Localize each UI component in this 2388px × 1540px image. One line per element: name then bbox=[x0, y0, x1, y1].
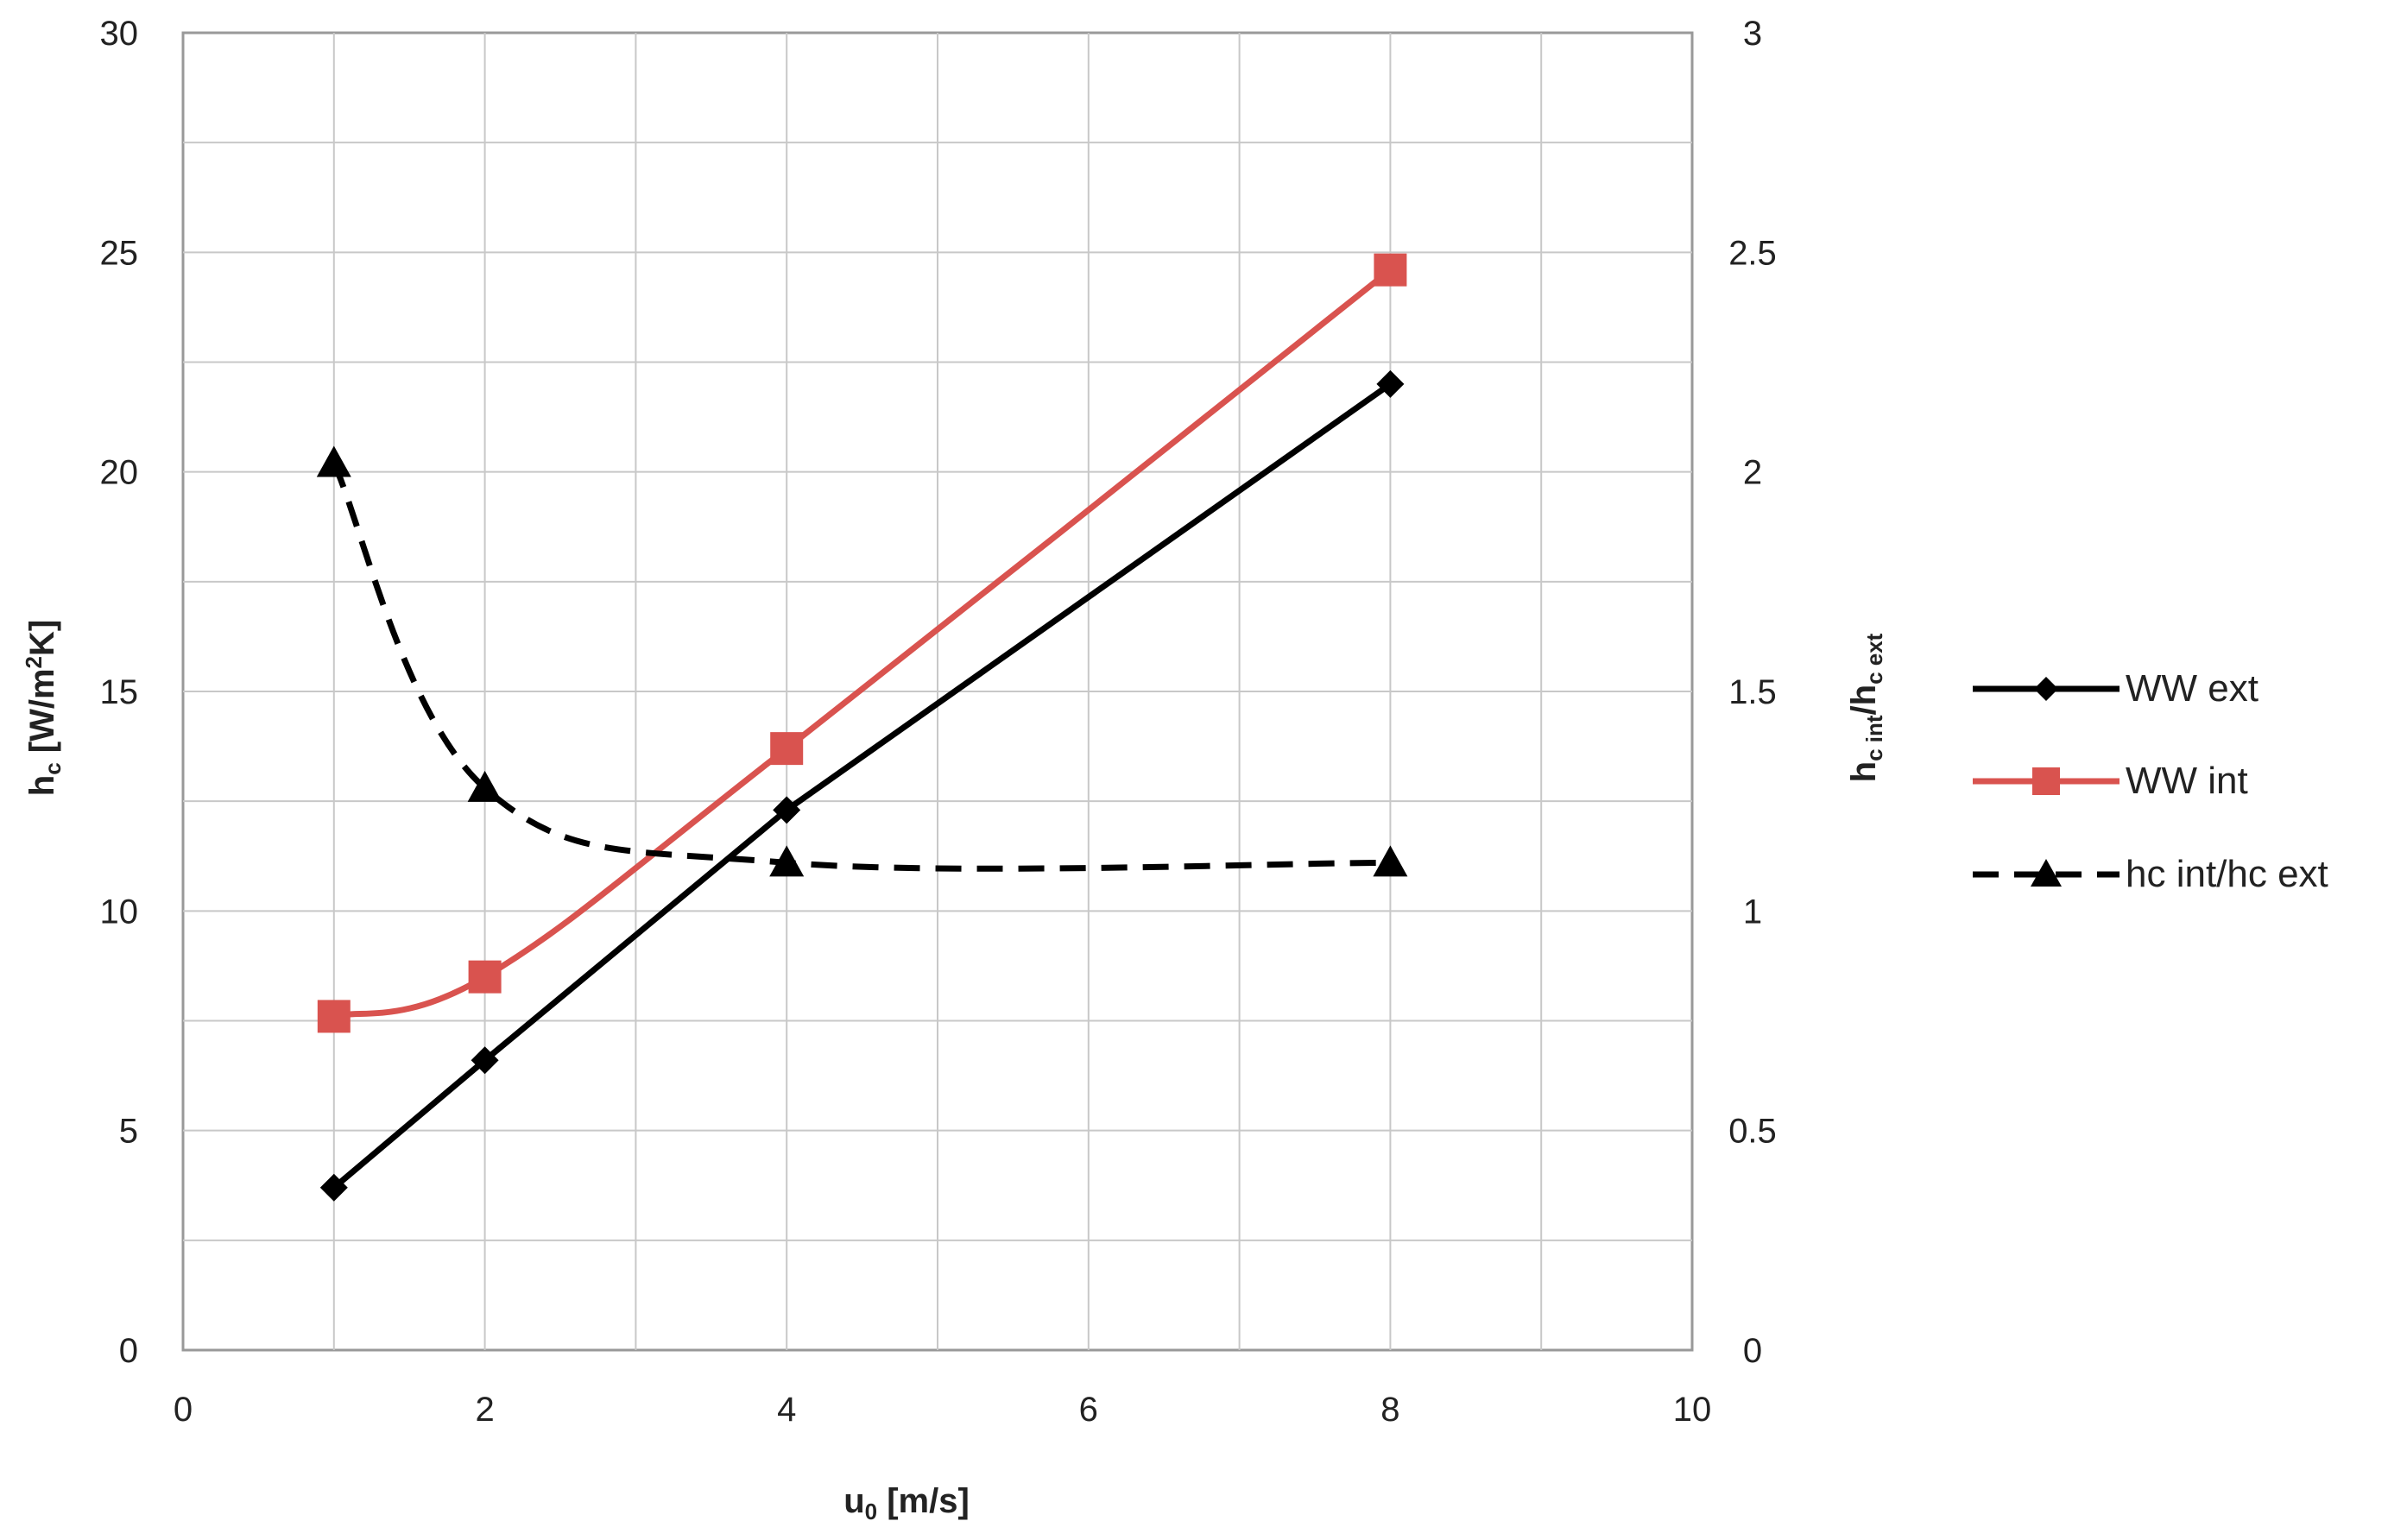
legend-marker-square bbox=[2032, 767, 2060, 795]
y2-tick-label: 1.5 bbox=[1728, 673, 1777, 711]
series-layer bbox=[316, 253, 1408, 1202]
data-point-ww-int bbox=[468, 960, 502, 994]
x-tick-label: 4 bbox=[777, 1391, 796, 1429]
data-point-ww-ext bbox=[471, 1046, 499, 1075]
data-point-hc-int-hc-ext bbox=[467, 770, 502, 802]
data-point-hc-int-hc-ext bbox=[1373, 845, 1408, 877]
y-tick-label: 5 bbox=[119, 1113, 138, 1151]
y-tick-label: 25 bbox=[100, 234, 139, 272]
legend-marker-triangle bbox=[2031, 859, 2062, 887]
y-axis-title-sub: c bbox=[40, 762, 66, 774]
y-axis-title: hc [W/m2K] bbox=[21, 620, 66, 796]
y2-axis-title-mid: /h bbox=[1845, 685, 1883, 716]
x-axis-title-rest: [m/s] bbox=[877, 1482, 970, 1520]
x-axis-title: u0 [m/s] bbox=[843, 1482, 970, 1524]
y-axis-title-main: h bbox=[23, 775, 61, 796]
series-line-hc-int-hc-ext bbox=[331, 462, 1391, 872]
legend-label-ww-ext: WW ext bbox=[2126, 667, 2258, 710]
grid bbox=[181, 31, 1694, 1352]
y2-tick-label: 2 bbox=[1743, 454, 1762, 492]
y-axis-title-rest: K] bbox=[23, 620, 61, 656]
legend: WW ext WW int hc int/hc ext bbox=[1973, 667, 2328, 895]
data-point-ww-int bbox=[1374, 253, 1407, 287]
data-point-ww-ext bbox=[319, 1173, 348, 1202]
y-axis-title-mid: [W/m bbox=[23, 668, 61, 762]
x-tick-label: 8 bbox=[1380, 1391, 1399, 1429]
data-point-ww-int bbox=[770, 732, 804, 766]
x-tick-label: 0 bbox=[174, 1391, 193, 1429]
data-point-ww-int bbox=[317, 1000, 351, 1033]
y-tick-label: 10 bbox=[100, 893, 139, 931]
x-axis-title-sub: 0 bbox=[865, 1499, 877, 1524]
legend-label-hc-ratio: hc int/hc ext bbox=[2126, 853, 2328, 895]
series-line-ww-int bbox=[332, 267, 1393, 1019]
y-tick-label: 15 bbox=[100, 673, 139, 711]
data-point-ww-ext bbox=[1376, 369, 1405, 398]
data-point-hc-int-hc-ext bbox=[769, 845, 805, 877]
y2-axis-title-main1: h bbox=[1845, 761, 1883, 782]
y2-tick-label: 0 bbox=[1743, 1332, 1762, 1370]
legend-marker-diamond bbox=[2034, 677, 2058, 701]
legend-label-ww-int: WW int bbox=[2126, 760, 2248, 802]
y2-tick-label: 3 bbox=[1743, 15, 1762, 53]
data-point-ww-ext bbox=[773, 796, 801, 824]
y2-axis-title: hc int/hc ext bbox=[1845, 633, 1887, 782]
y2-tick-label: 2.5 bbox=[1728, 234, 1777, 272]
x-tick-label: 10 bbox=[1673, 1391, 1712, 1429]
legend-item-hc-ratio: hc int/hc ext bbox=[1973, 853, 2328, 895]
series-line-ww-ext bbox=[332, 382, 1393, 1190]
tick-labels: 0 2 4 6 8 10 0 5 10 15 20 25 30 0 0.5 1 1.5 2 2.5 3 bbox=[100, 15, 1777, 1429]
y2-axis-title-sub2: c ext bbox=[1861, 633, 1887, 685]
x-tick-label: 2 bbox=[475, 1391, 494, 1429]
y-tick-label: 30 bbox=[100, 15, 139, 53]
y-tick-label: 0 bbox=[119, 1332, 138, 1370]
y-axis-title-sup: 2 bbox=[21, 656, 47, 668]
y2-axis-title-sub1: c int bbox=[1861, 715, 1887, 761]
y-tick-label: 20 bbox=[100, 454, 139, 492]
legend-item-ww-int: WW int bbox=[1973, 760, 2248, 802]
y2-tick-label: 1 bbox=[1743, 893, 1762, 931]
x-axis-title-main: u bbox=[843, 1482, 864, 1520]
y2-tick-label: 0.5 bbox=[1728, 1113, 1777, 1151]
legend-item-ww-ext: WW ext bbox=[1973, 667, 2258, 710]
x-tick-label: 6 bbox=[1079, 1391, 1098, 1429]
data-point-hc-int-hc-ext bbox=[316, 445, 351, 477]
